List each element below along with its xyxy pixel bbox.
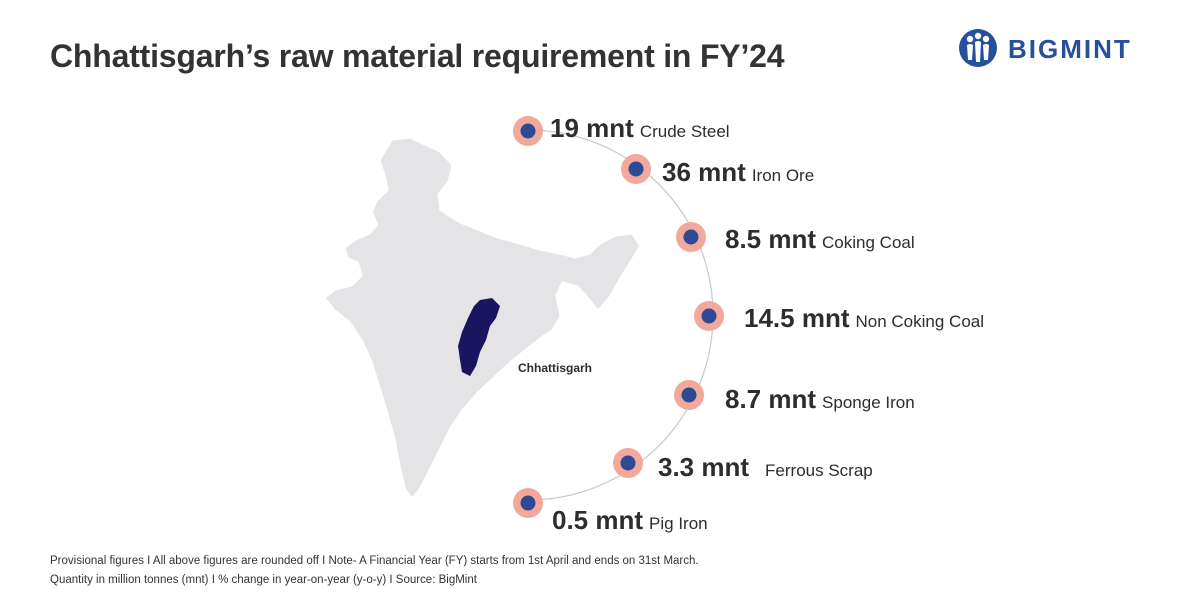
marker-dot-5 <box>620 455 636 471</box>
item-label: Non Coking Coal <box>855 312 985 331</box>
item-row-3: 14.5 mnt Non Coking Coal <box>744 303 984 333</box>
item-label: Ferrous Scrap <box>765 461 873 480</box>
marker-dot-1 <box>628 161 644 177</box>
item-value: 14.5 mnt <box>744 303 850 333</box>
footer-source: Quantity in million tonnes (mnt) I % cha… <box>50 574 477 586</box>
item-row-1: 36 mnt Iron Ore <box>662 157 814 187</box>
item-row-5: 3.3 mnt Ferrous Scrap <box>658 452 873 482</box>
item-row-2: 8.5 mnt Coking Coal <box>725 224 915 254</box>
item-row-6: 0.5 mnt Pig Iron <box>552 505 708 535</box>
item-label: Crude Steel <box>639 122 730 141</box>
item-label: Sponge Iron <box>822 393 915 412</box>
bigmint-logo-icon <box>959 29 997 67</box>
chhattisgarh-label: Chhattisgarh <box>518 361 593 375</box>
marker-dot-2 <box>683 229 699 245</box>
item-row-0: 19 mnt Crude Steel <box>550 113 730 143</box>
brand-name: BIGMINT <box>1008 34 1132 64</box>
item-value: 8.7 mnt <box>725 384 817 414</box>
item-label: Iron Ore <box>751 166 815 185</box>
item-value: 3.3 mnt <box>658 452 750 482</box>
item-value: 8.5 mnt <box>725 224 817 254</box>
marker-dot-4 <box>681 387 697 403</box>
item-value: 0.5 mnt <box>552 505 644 535</box>
item-label: Coking Coal <box>822 233 915 252</box>
footer-note: Provisional figures I All above figures … <box>50 555 699 567</box>
item-label: Pig Iron <box>649 514 708 533</box>
marker-dot-6 <box>520 495 536 511</box>
marker-dot-3 <box>701 308 717 324</box>
item-value: 36 mnt <box>662 157 746 187</box>
item-value: 19 mnt <box>550 113 634 143</box>
chhattisgarh-shape <box>458 298 500 376</box>
item-row-4: 8.7 mnt Sponge Iron <box>725 384 915 414</box>
marker-dot-0 <box>520 123 536 139</box>
page-title: Chhattisgarh’s raw material requirement … <box>50 38 785 74</box>
